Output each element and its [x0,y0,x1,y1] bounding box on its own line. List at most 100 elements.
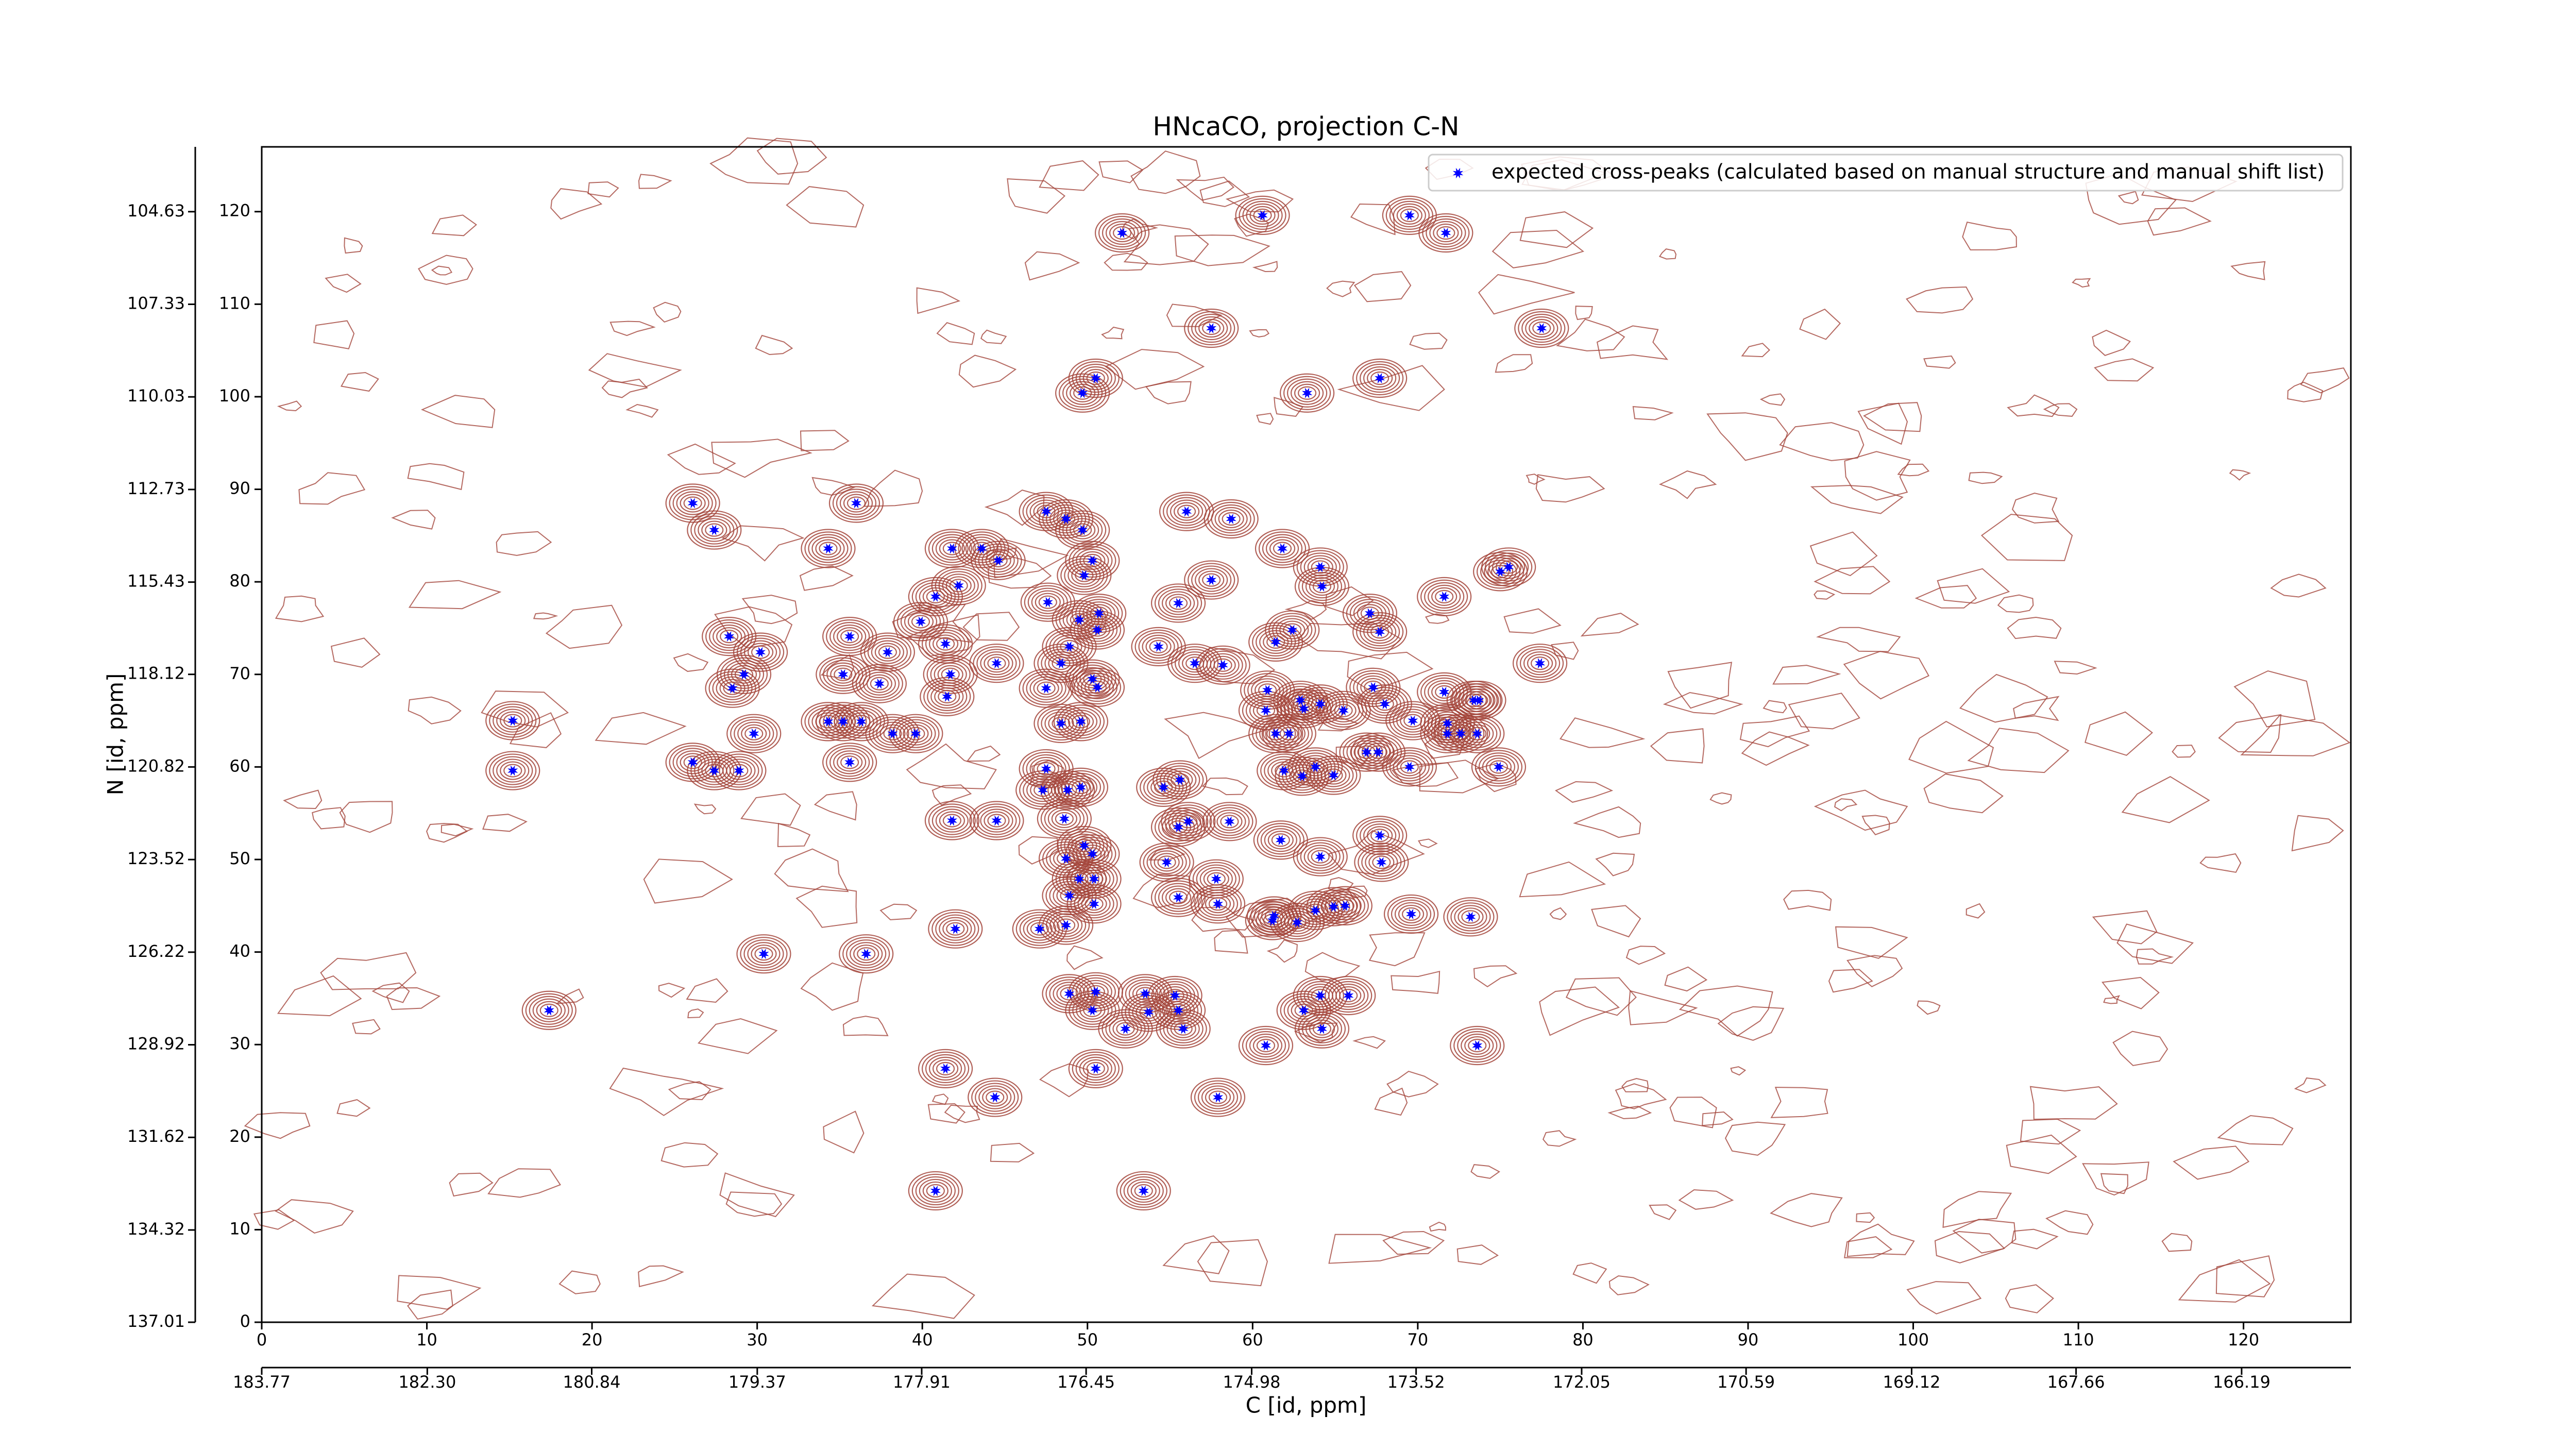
peak-contour [1266,635,1285,649]
peak-contour [716,627,742,646]
peak-contour [1048,714,1074,733]
noise-contour [371,982,410,1003]
peak-contour [1165,594,1192,613]
noise-contour [533,612,558,620]
x-tick-label: 110 [2063,1330,2094,1350]
y2-tick-label: 115.43 [127,571,185,591]
peak-contour [1246,203,1279,228]
peak-contour [1330,701,1357,720]
x-tick-label: 80 [1572,1330,1594,1350]
peak-contour [826,745,874,780]
peak-contour [1204,499,1259,539]
peak-contour [694,515,735,545]
peak-contour [1258,531,1307,566]
peak-contour [1208,897,1228,911]
peak-contour [888,714,943,753]
noise-contour [2072,278,2091,288]
peak-contour [1053,916,1079,935]
x2-tick-label: 169.12 [1883,1372,1940,1392]
peak-contour [876,721,909,746]
cross-peak [1493,762,1504,772]
peak-contour [1466,690,1492,710]
noise-contour [431,265,453,276]
peak-contour [1071,715,1091,729]
noise-contour [1495,354,1533,373]
noise-contour [1730,1066,1747,1076]
noise-contour [407,1289,453,1320]
noise-contour [1374,1087,1408,1116]
peak-contour [1271,833,1290,847]
peak-contour [1131,627,1186,666]
cross-peak [1042,597,1053,608]
peak-contour [1123,1176,1164,1206]
cross-peak [1404,762,1415,772]
noise-contour [2294,1077,2327,1093]
cross-peak [1056,658,1066,669]
noise-contour [2291,815,2344,852]
peak-contour [1062,378,1103,408]
cross-peak [1090,1063,1101,1074]
peak-contour [1261,714,1316,753]
cross-peak [1212,1092,1224,1103]
peak-contour [1371,695,1398,714]
peak-contour [744,727,764,740]
noise-contour [1914,585,1977,609]
peak-contour [1269,539,1296,558]
noise-contour [1214,930,1248,954]
noise-contour [653,301,682,323]
noise-contour [1906,286,1974,314]
noise-contour [2230,261,2266,280]
peak-contour [968,1077,1023,1117]
peak-contour [1478,752,1519,782]
noise-contour [2147,207,2212,236]
peak-contour [1400,208,1419,223]
cross-peak [1472,728,1483,739]
peak-contour [1367,622,1393,642]
peak-contour [922,1181,948,1201]
y-tick-label: 60 [229,756,250,776]
cross-peak [874,678,885,689]
x2-tick-label: 166.19 [2213,1372,2270,1392]
peak-contour [730,716,778,751]
peak-contour [489,703,537,738]
peak-contour [1301,572,1343,601]
peak-contour [1194,1080,1242,1115]
peak-contour [1426,218,1466,248]
cross-peak [1087,555,1098,566]
peak-contour [853,945,879,964]
peak-contour [1076,667,1109,691]
y2-tick-label: 123.52 [127,849,185,868]
peak-contour [723,660,765,689]
cross-peak [1211,873,1222,884]
y2-tick-label: 112.73 [127,479,185,498]
peak-contour [1303,692,1337,716]
noise-contour [1923,355,1956,369]
peak-contour [987,814,1006,828]
noise-contour [2161,1233,2193,1252]
noise-contour [340,372,379,392]
peak-contour [829,622,870,651]
peak-contour [843,494,870,513]
noise-contour [786,186,865,228]
peak-contour [1165,888,1192,907]
peak-contour [1393,755,1426,779]
peak-contour [1156,1009,1211,1049]
cross-peak [1143,1007,1154,1018]
noise-contour [1353,271,1412,302]
peak-contour [736,934,791,974]
peak-contour [1098,215,1146,250]
noise-contour [1632,406,1674,420]
peak-contour [1168,807,1209,836]
peak-contour [907,612,934,631]
cross-peak [1183,816,1194,827]
peak-contour [1059,376,1107,410]
x2-tick-label: 180.84 [563,1372,621,1392]
peak-contour [1211,504,1251,534]
noise-contour [719,1172,795,1218]
noise-contour [1962,222,2017,250]
peak-contour [978,546,1019,575]
peak-contour [698,518,731,542]
peak-contour [1424,582,1465,611]
cross-peak [1310,905,1321,916]
noise-contour [431,214,478,237]
